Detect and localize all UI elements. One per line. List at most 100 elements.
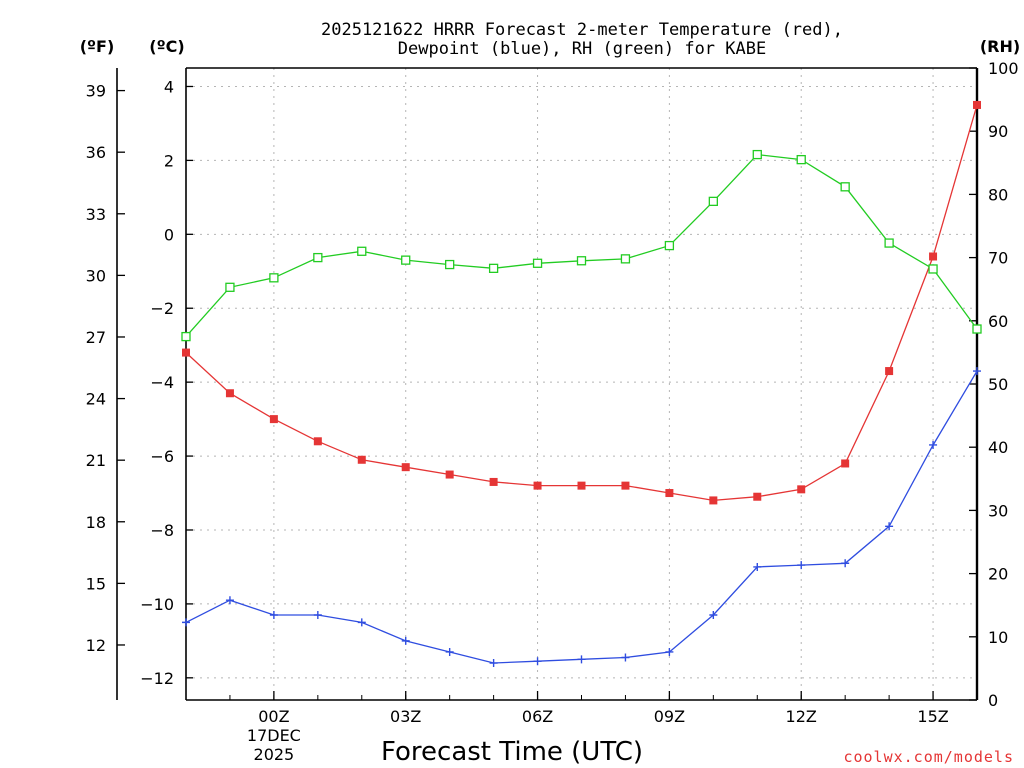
temperature-point (401, 463, 410, 472)
temperature-point (973, 100, 981, 109)
rh-point (840, 182, 850, 192)
fahrenheit-tick-label: 36 (86, 143, 106, 162)
rh-tick-label: 0 (988, 691, 998, 710)
dewpoint-point (182, 618, 190, 627)
chart-title-line2: Dewpoint (blue), RH (green) for KABE (398, 39, 766, 59)
dewpoint-point (709, 610, 718, 619)
rh-tick-label: 90 (988, 122, 1008, 141)
fahrenheit-tick-label: 12 (86, 636, 106, 655)
celsius-axis-ticks: 4 2 0 −2 −4 −6 −8 −10 −12 (140, 77, 193, 688)
temperature-point (445, 470, 454, 479)
x-tick-label: 00Z (258, 707, 289, 726)
rh-tick-label: 70 (988, 249, 1008, 268)
dewpoint-point (489, 659, 498, 668)
temperature-point (489, 477, 498, 486)
fahrenheit-axis-ticks: 39 36 33 30 27 24 21 18 15 12 (86, 82, 125, 655)
rh-point (532, 258, 543, 268)
rh-line (185, 153, 978, 338)
rh-tick-label: 50 (988, 375, 1008, 394)
temperature-point (709, 496, 718, 505)
temperature-point (357, 455, 366, 464)
celsius-tick-label: −2 (150, 299, 174, 318)
rh-tick-label: 80 (988, 185, 1008, 204)
dewpoint-point (357, 618, 366, 627)
fahrenheit-tick-label: 39 (86, 82, 106, 101)
rh-point (796, 154, 806, 165)
rh-tick-label: 30 (988, 501, 1008, 520)
rh-tick-label: 10 (988, 628, 1008, 647)
celsius-tick-label: −4 (150, 373, 174, 392)
temperature-point (621, 481, 630, 490)
celsius-tick-label: −8 (150, 521, 174, 540)
rh-point (401, 255, 411, 265)
dewpoint-point (885, 522, 894, 531)
temperature-point (753, 492, 762, 501)
rh-point (488, 263, 499, 273)
celsius-tick-label: −6 (150, 447, 174, 466)
fahrenheit-tick-label: 33 (86, 205, 106, 224)
dewpoint-point (665, 647, 674, 656)
x-tick-date: 17DEC (247, 726, 301, 745)
credit-text: coolwx.com/models (843, 748, 1014, 766)
rh-tick-label: 20 (988, 565, 1008, 584)
fahrenheit-tick-label: 24 (86, 390, 106, 409)
dewpoint-point (797, 561, 806, 570)
temperature-point (225, 389, 234, 398)
x-axis-label: Forecast Time (UTC) (381, 737, 643, 767)
rh-point (928, 264, 938, 274)
x-tick-label: 03Z (390, 707, 421, 726)
temperature-point (841, 459, 850, 468)
dewpoint-point (533, 657, 542, 666)
data-series (181, 100, 982, 668)
rh-point (269, 273, 279, 283)
fahrenheit-tick-label: 27 (86, 328, 106, 347)
temperature-line (185, 104, 978, 502)
rh-tick-label: 100 (988, 59, 1019, 78)
rh-point (576, 256, 587, 266)
temperature-point (577, 481, 586, 490)
temperature-point (885, 367, 894, 376)
x-tick-year: 2025 (254, 745, 295, 764)
rh-point (664, 240, 675, 251)
grid-lines (186, 68, 977, 700)
fahrenheit-tick-label: 15 (86, 574, 106, 593)
dewpoint-point (225, 596, 234, 605)
x-tick-label: 15Z (917, 707, 948, 726)
rh-point (884, 238, 894, 248)
temperature-point (929, 252, 938, 261)
fahrenheit-tick-label: 30 (86, 266, 106, 285)
rh-point (972, 324, 982, 334)
celsius-tick-label: 0 (164, 225, 174, 244)
dewpoint-point (621, 653, 630, 662)
celsius-tick-label: 2 (164, 151, 174, 170)
temperature-point (665, 489, 674, 498)
temperature-point (269, 415, 278, 424)
dewpoint-point (753, 562, 762, 571)
dewpoint-point (401, 636, 410, 645)
dewpoint-point (929, 440, 938, 449)
temperature-point (533, 481, 542, 490)
rh-point (313, 252, 323, 263)
rh-point (752, 149, 762, 160)
x-tick-label: 06Z (522, 707, 553, 726)
dewpoint-point (269, 610, 278, 619)
fahrenheit-axis-label: (ºF) (80, 37, 115, 56)
dewpoint-point (577, 655, 586, 664)
temperature-point (313, 437, 322, 446)
dewpoint-point (973, 367, 981, 376)
temperature-point (182, 348, 190, 357)
dewpoint-line (185, 370, 978, 664)
rh-point (620, 254, 631, 264)
dewpoint-point (313, 610, 322, 619)
celsius-axis-label: (ºC) (149, 37, 184, 56)
rh-point (225, 282, 235, 292)
celsius-tick-label: −12 (140, 669, 174, 688)
temperature-point (797, 485, 806, 494)
rh-tick-label: 40 (988, 438, 1008, 457)
rh-point (181, 331, 191, 342)
rh-axis-label: (RH) (980, 37, 1020, 56)
celsius-tick-label: −10 (140, 595, 174, 614)
rh-point (445, 259, 455, 270)
